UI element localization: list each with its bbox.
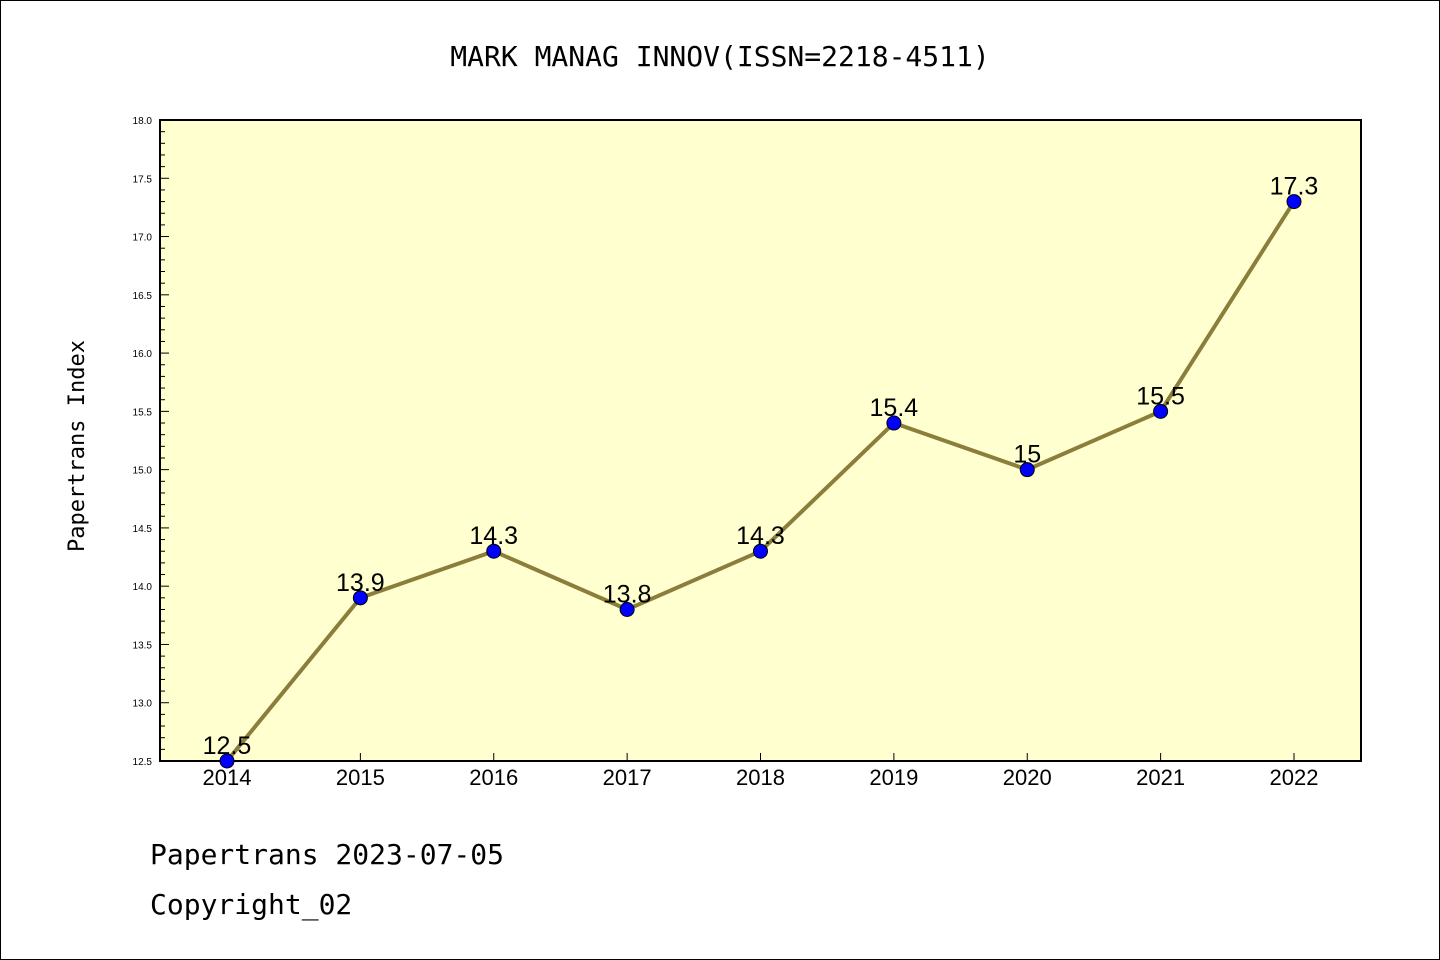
data-point bbox=[886, 415, 902, 431]
y-tick-label: 15.0 bbox=[133, 466, 153, 477]
y-tick-label: 16.5 bbox=[133, 291, 153, 302]
y-tick-label: 13.0 bbox=[133, 699, 153, 710]
x-tick-label: 2016 bbox=[469, 765, 518, 790]
data-point bbox=[486, 543, 502, 559]
footer-source-date: Papertrans 2023-07-05 bbox=[150, 838, 504, 871]
data-label: 14.3 bbox=[469, 522, 518, 550]
y-tick-label: 16.0 bbox=[133, 349, 153, 360]
plot-area bbox=[159, 119, 1362, 762]
y-axis-ticks: 12.5 13.0 13.5 14.0 14.5 15.0 15.5 16.0 16.5 17.0… bbox=[133, 116, 169, 768]
data-point bbox=[753, 543, 768, 559]
x-tick-label: 2022 bbox=[1270, 765, 1319, 790]
y-tick-label: 14.0 bbox=[133, 582, 153, 593]
x-tick-label: 2018 bbox=[736, 765, 785, 790]
x-tick-label: 2020 bbox=[1003, 765, 1052, 790]
chart-title: MARK MANAG INNOV(ISSN=2218-4511) bbox=[450, 40, 989, 73]
y-tick-label: 14.5 bbox=[133, 524, 153, 535]
footer-copyright: Copyright_02 bbox=[150, 888, 352, 922]
y-axis-label: Papertrans Index bbox=[65, 340, 90, 552]
x-tick-label: 2015 bbox=[336, 765, 385, 790]
data-point bbox=[619, 601, 635, 617]
data-label: 12.5 bbox=[203, 732, 252, 760]
data-point bbox=[1286, 194, 1302, 210]
x-tick-label: 2017 bbox=[603, 765, 652, 790]
y-tick-label: 18.0 bbox=[133, 116, 153, 127]
y-tick-label: 12.5 bbox=[133, 757, 153, 768]
data-point bbox=[352, 590, 368, 606]
data-label: 15 bbox=[1013, 441, 1041, 469]
x-tick-label: 2019 bbox=[869, 765, 918, 790]
y-tick-label: 13.5 bbox=[133, 640, 153, 651]
y-tick-label: 17.5 bbox=[133, 174, 153, 185]
data-label: 14.3 bbox=[736, 522, 785, 550]
x-tick-label: 2014 bbox=[203, 765, 252, 790]
data-label: 13.8 bbox=[603, 580, 652, 608]
data-label: 15.4 bbox=[870, 394, 919, 422]
y-tick-label: 17.0 bbox=[133, 233, 153, 244]
data-labels: 12.5 13.9 14.3 13.8 14.3 15.4 15 15.5 17.3 bbox=[203, 173, 1319, 760]
data-label: 17.3 bbox=[1270, 173, 1319, 201]
data-point bbox=[1153, 403, 1169, 419]
series-markers bbox=[219, 194, 1302, 769]
y-tick-label: 15.5 bbox=[133, 407, 153, 418]
x-tick-label: 2021 bbox=[1136, 765, 1185, 790]
data-point bbox=[1019, 462, 1035, 478]
data-label: 15.5 bbox=[1136, 382, 1185, 410]
x-axis-ticks: 2014 2015 2016 2017 2018 2019 2020 2021 2022 bbox=[203, 753, 1319, 790]
data-point bbox=[219, 753, 235, 769]
data-label: 13.9 bbox=[336, 569, 385, 597]
